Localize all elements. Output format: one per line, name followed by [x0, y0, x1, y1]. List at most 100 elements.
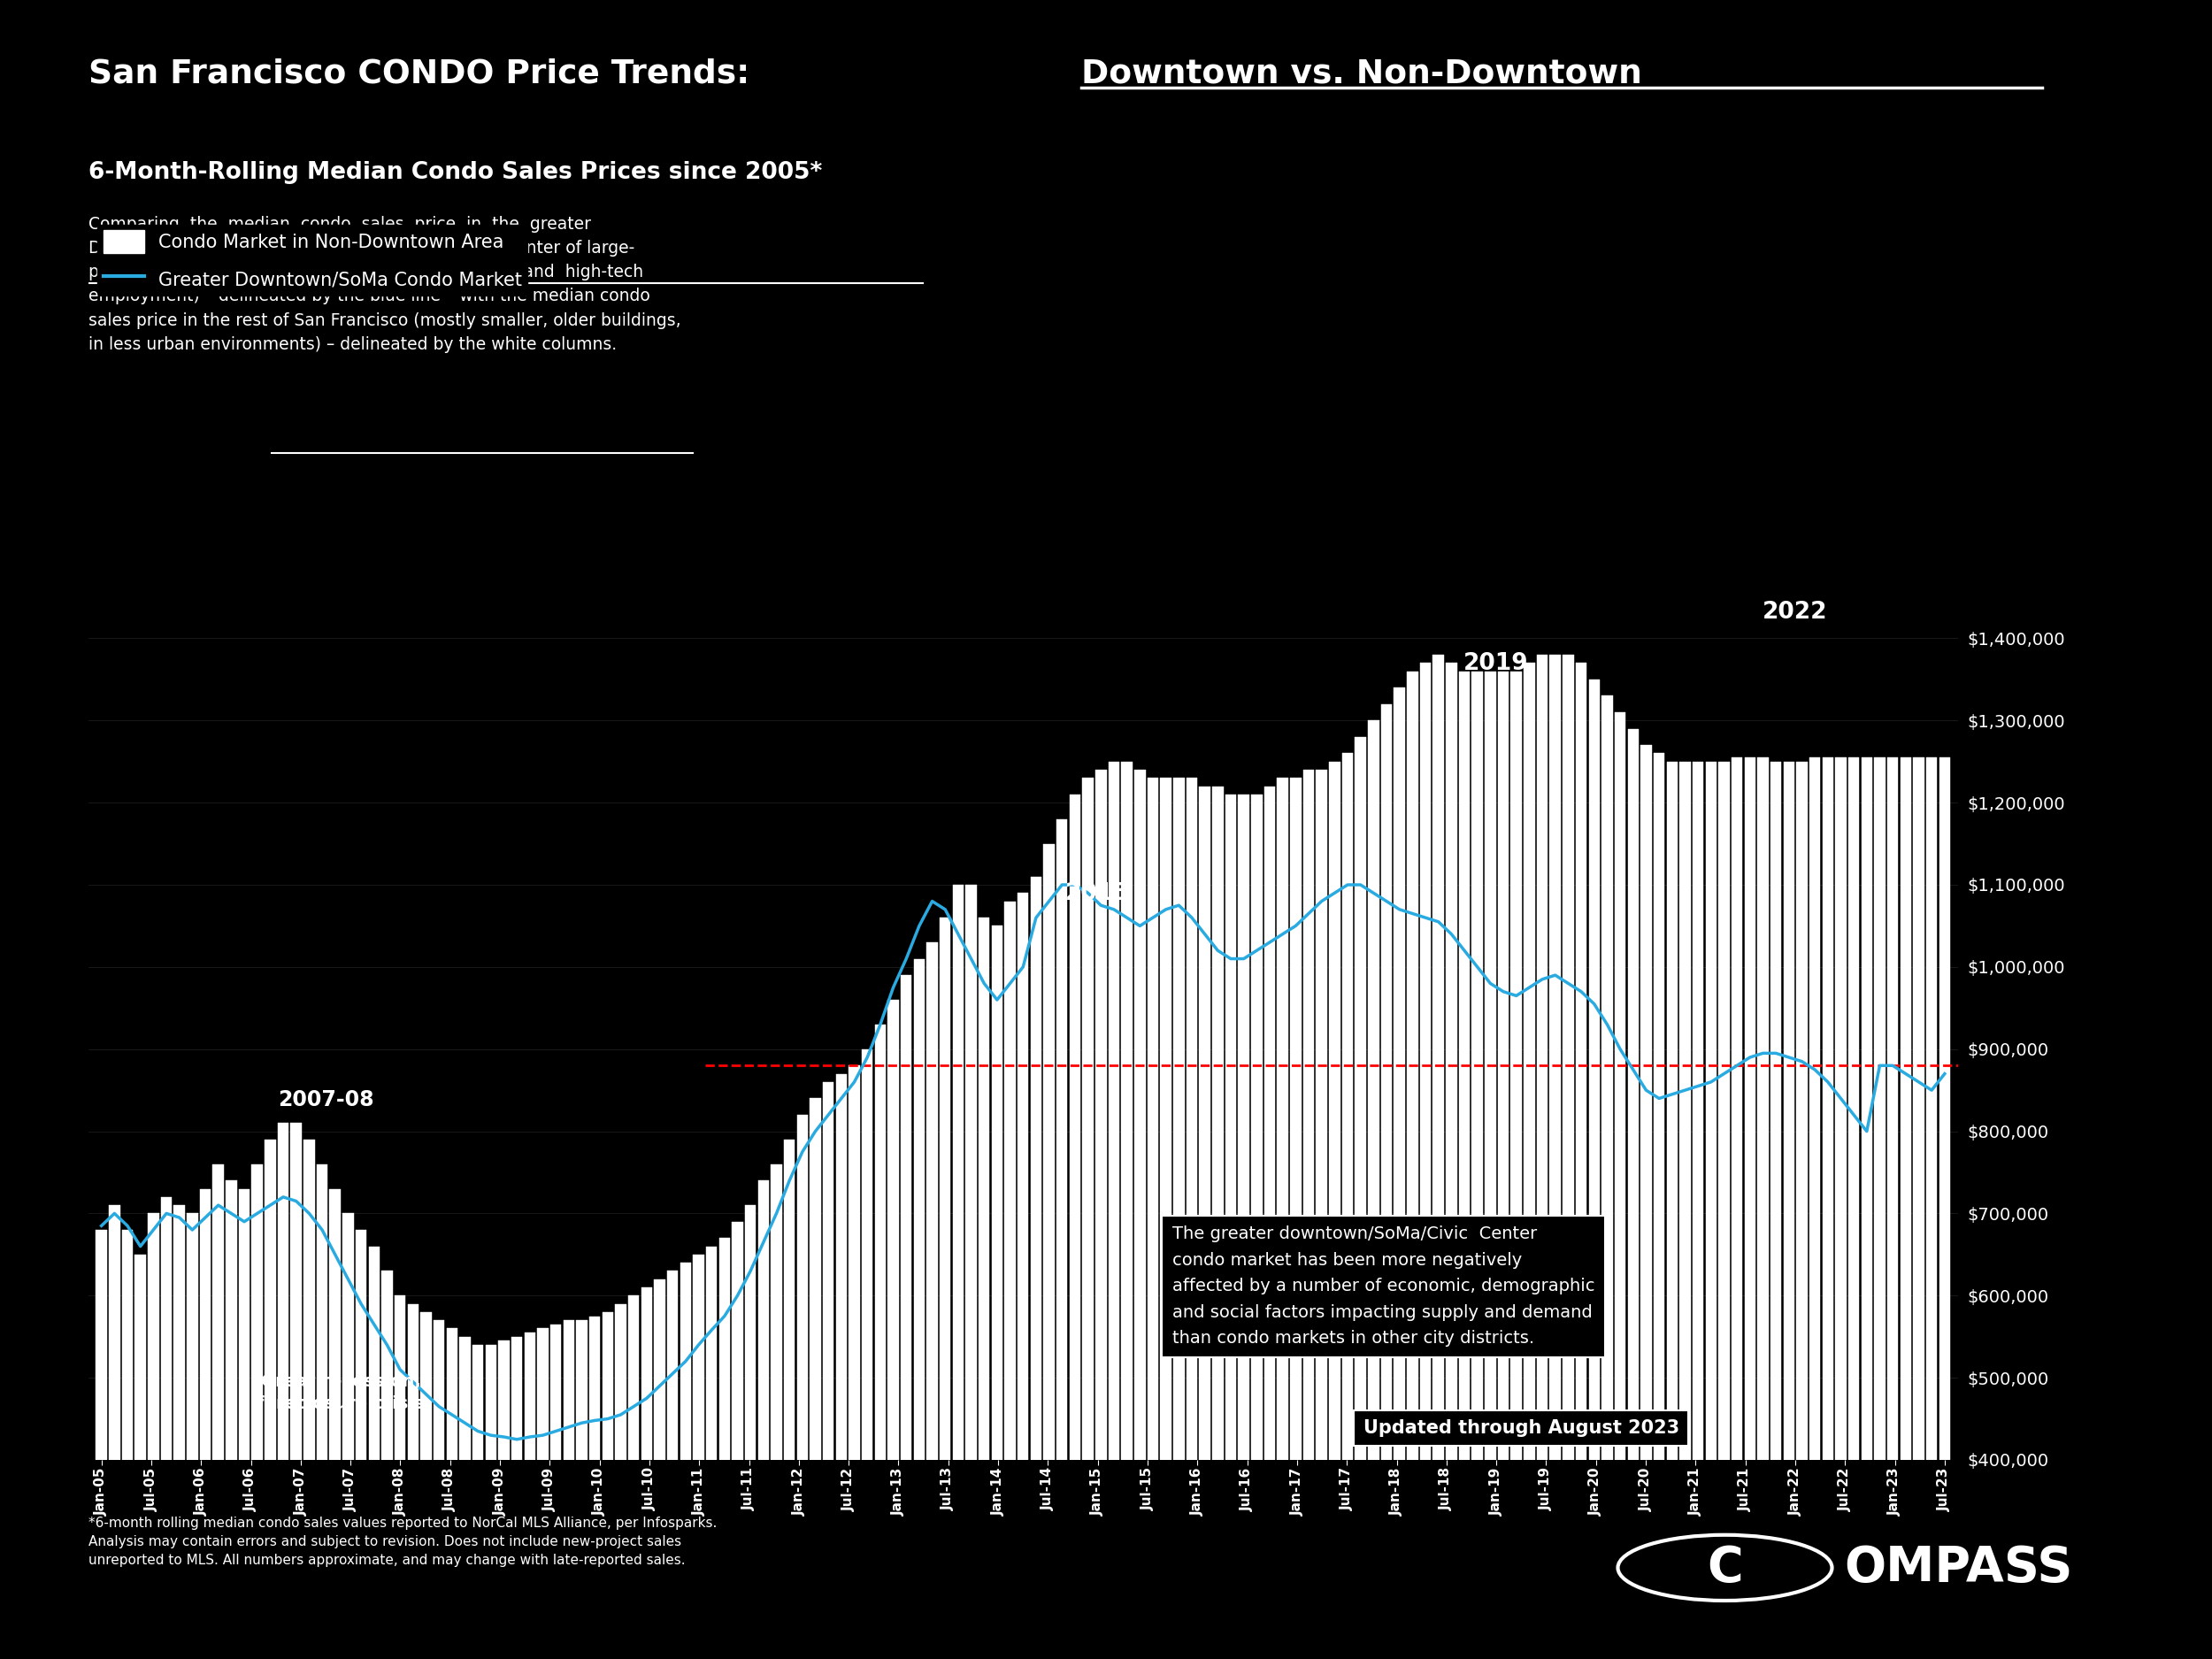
Bar — [175, 1204, 186, 1659]
Bar — [1588, 680, 1599, 1659]
Bar — [1927, 758, 1938, 1659]
Bar — [1796, 761, 1807, 1659]
Bar — [1018, 893, 1029, 1659]
Bar — [538, 1329, 549, 1659]
Bar — [849, 1065, 860, 1659]
Bar — [122, 1229, 133, 1659]
Bar — [836, 1073, 847, 1659]
Bar — [1367, 720, 1378, 1659]
Bar — [1498, 672, 1509, 1659]
Bar — [1562, 655, 1573, 1659]
Bar — [1705, 761, 1717, 1659]
Bar — [343, 1213, 354, 1659]
Bar — [1860, 758, 1871, 1659]
Bar — [628, 1296, 639, 1659]
Bar — [1601, 695, 1613, 1659]
Bar — [1874, 758, 1885, 1659]
Bar — [1666, 761, 1677, 1659]
Text: OMPASS: OMPASS — [1845, 1545, 2073, 1591]
Bar — [810, 1098, 821, 1659]
Text: Great recession,
foreclosure crisis: Great recession, foreclosure crisis — [257, 1374, 425, 1412]
Bar — [1692, 761, 1703, 1659]
Bar — [1433, 655, 1444, 1659]
Bar — [615, 1304, 626, 1659]
Bar — [874, 1025, 885, 1659]
Bar — [1031, 876, 1042, 1659]
Bar — [252, 1165, 263, 1659]
Bar — [1420, 664, 1431, 1659]
Bar — [692, 1254, 703, 1659]
Bar — [1913, 758, 1924, 1659]
Bar — [1511, 672, 1522, 1659]
Bar — [108, 1204, 119, 1659]
Bar — [148, 1213, 159, 1659]
Bar — [511, 1337, 522, 1659]
Bar — [796, 1115, 807, 1659]
Bar — [551, 1324, 562, 1659]
Bar — [1783, 761, 1794, 1659]
Bar — [1316, 770, 1327, 1659]
Bar — [745, 1204, 757, 1659]
Bar — [434, 1321, 445, 1659]
Bar — [1940, 758, 1951, 1659]
Bar — [863, 1048, 874, 1659]
Bar — [290, 1123, 301, 1659]
Bar — [575, 1321, 586, 1659]
Text: *6-month rolling median condo sales values reported to NorCal MLS Alliance, per : *6-month rolling median condo sales valu… — [88, 1516, 717, 1566]
Bar — [953, 884, 964, 1659]
Bar — [1252, 795, 1263, 1659]
Bar — [1900, 758, 1911, 1659]
Bar — [967, 884, 978, 1659]
Bar — [655, 1279, 666, 1659]
Bar — [1641, 745, 1652, 1659]
Bar — [641, 1287, 653, 1659]
Bar — [887, 1000, 898, 1659]
Bar — [199, 1190, 210, 1659]
Bar — [732, 1221, 743, 1659]
Text: 2022: 2022 — [1763, 601, 1827, 624]
Bar — [95, 1229, 106, 1659]
Bar — [927, 942, 938, 1659]
Text: C: C — [1708, 1545, 1743, 1591]
Bar — [212, 1165, 223, 1659]
Bar — [940, 917, 951, 1659]
Bar — [265, 1140, 276, 1659]
Bar — [498, 1340, 509, 1659]
Bar — [602, 1312, 613, 1659]
Bar — [1615, 712, 1626, 1659]
Bar — [719, 1238, 730, 1659]
Bar — [239, 1190, 250, 1659]
Bar — [1732, 758, 1743, 1659]
Bar — [1849, 758, 1860, 1659]
Text: San Francisco CONDO Price Trends:: San Francisco CONDO Price Trends: — [88, 58, 761, 90]
Bar — [369, 1246, 380, 1659]
Bar — [1356, 737, 1367, 1659]
Bar — [1836, 758, 1847, 1659]
Bar — [1380, 703, 1391, 1659]
Bar — [1460, 672, 1471, 1659]
Bar — [1524, 664, 1535, 1659]
Bar — [900, 975, 911, 1659]
Bar — [460, 1337, 471, 1659]
Bar — [1263, 786, 1274, 1659]
Bar — [1004, 901, 1015, 1659]
Text: 2019: 2019 — [1464, 652, 1528, 675]
Bar — [161, 1198, 173, 1659]
Bar — [1057, 820, 1068, 1659]
Bar — [1719, 761, 1730, 1659]
Bar — [772, 1165, 783, 1659]
Bar — [1809, 758, 1820, 1659]
Bar — [1095, 770, 1106, 1659]
Bar — [1082, 778, 1093, 1659]
Bar — [1770, 761, 1781, 1659]
Bar — [1068, 795, 1079, 1659]
Bar — [1394, 687, 1405, 1659]
Bar — [1276, 778, 1287, 1659]
Bar — [588, 1316, 599, 1659]
Bar — [1044, 844, 1055, 1659]
Bar — [1161, 778, 1172, 1659]
Bar — [668, 1271, 679, 1659]
Bar — [1471, 672, 1482, 1659]
Bar — [679, 1262, 690, 1659]
Bar — [394, 1296, 405, 1659]
